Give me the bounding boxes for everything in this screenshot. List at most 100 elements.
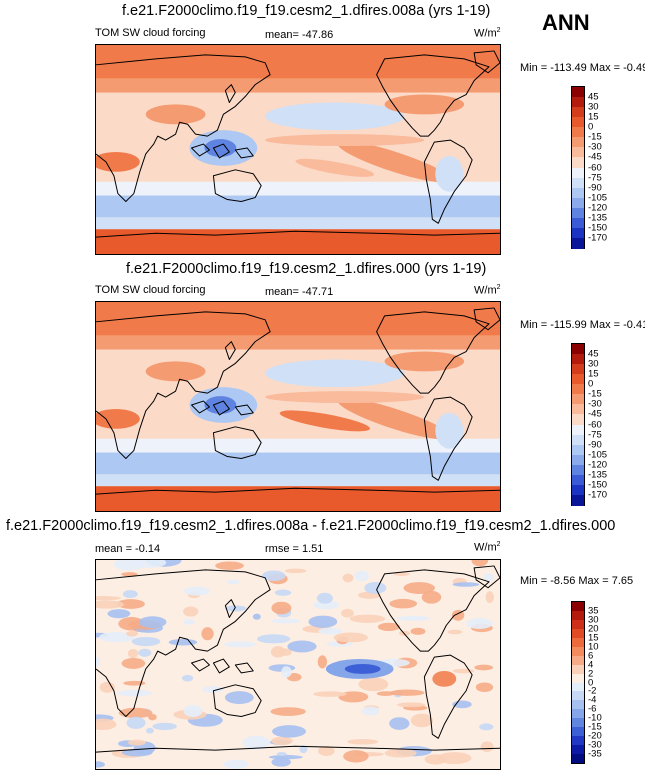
panel1-title: f.e21.F2000climo.f19_f19.cesm2_1.dfires.… (122, 3, 491, 19)
stratus-core (295, 158, 375, 177)
anomaly-patch (483, 573, 494, 582)
colorbar-label: -105 (588, 192, 608, 204)
anomaly-patch (126, 631, 139, 637)
colorbar-label: 6 (588, 650, 594, 662)
colorbar-swatch (572, 700, 584, 710)
colorbar-swatch (572, 673, 584, 683)
colorbar-swatch (572, 414, 584, 425)
colorbar-swatch (572, 736, 584, 746)
colorbar-label: -2 (588, 685, 597, 697)
anomaly-patch (268, 754, 303, 760)
anomaly-patch (168, 638, 198, 646)
panel3-map (95, 559, 501, 770)
colorbar-label: -35 (588, 748, 602, 760)
colorbar-label: -15 (588, 388, 602, 400)
colorbar-swatch (572, 454, 584, 466)
coastline (224, 84, 236, 103)
coastline (96, 745, 500, 753)
anomaly-patch (287, 640, 317, 653)
panel2-title: f.e21.F2000climo.f19_f19.cesm2_1.dfires.… (126, 261, 487, 277)
coastline (212, 169, 262, 202)
anomaly-patch (364, 581, 387, 594)
colorbar-swatch (572, 147, 584, 158)
colorbar-label: 15 (588, 368, 599, 380)
colorbar-label: -30 (588, 739, 602, 751)
colorbar-label: 15 (588, 111, 599, 123)
coastline (376, 54, 490, 137)
colorbar-swatch (572, 384, 584, 395)
anomaly-patch (397, 702, 426, 708)
anomaly-patch (272, 725, 307, 738)
coastline (473, 565, 500, 589)
anomaly-patch (202, 686, 224, 693)
anomaly-patch (347, 738, 379, 745)
units-exponent: 2 (496, 284, 501, 291)
anomaly-patch (474, 664, 494, 671)
anomaly-patch (107, 609, 131, 619)
colorbar-swatch (572, 602, 584, 612)
amazon-patch (435, 155, 464, 192)
anomaly-patch (224, 605, 247, 612)
panel3-mean: mean = -0.14 (95, 543, 161, 555)
colorbar-swatch (572, 207, 584, 219)
panel1-field-label: TOM SW cloud forcing (95, 27, 206, 39)
anomaly-patch (96, 761, 105, 768)
colorbar-label: -90 (588, 439, 602, 451)
negative-anomaly-core (344, 664, 381, 674)
colorbar-label: -105 (588, 449, 608, 461)
anomaly-patch (121, 748, 153, 757)
anomaly-patch (252, 613, 261, 620)
north-pacific-storm-track (265, 102, 405, 131)
colorbar-label: 30 (588, 358, 599, 370)
anomaly-patch (284, 568, 307, 574)
colorbar-swatch (572, 364, 584, 375)
anomaly-patch (128, 739, 146, 746)
colorbar-swatch (572, 344, 584, 355)
colorbar-swatch (572, 394, 584, 405)
colorbar-label: 15 (588, 632, 599, 644)
colorbar-swatch (572, 655, 584, 666)
colorbar-label: 20 (588, 623, 599, 635)
coastline (191, 143, 210, 157)
anomaly-patch (475, 682, 494, 693)
panel2-field-label: TOM SW cloud forcing (95, 284, 206, 296)
subpolar-band (96, 78, 500, 93)
anomaly-patch (116, 689, 153, 697)
coastline (234, 147, 254, 159)
colorbar-label: -120 (588, 202, 608, 214)
colorbar-swatch (572, 474, 584, 486)
anomaly-patch (312, 600, 340, 610)
anomaly-patch (148, 713, 157, 721)
anomaly-patch (396, 615, 431, 621)
coastline (96, 487, 500, 495)
colorbar-label: -45 (588, 151, 602, 163)
coastline (212, 658, 230, 674)
colorbar-swatch (572, 464, 584, 476)
southern-ocean-band (96, 195, 500, 218)
colorbar-swatch (572, 682, 584, 692)
anomaly-patch (317, 655, 328, 669)
map-plot (96, 302, 500, 511)
colorbar-label: -150 (588, 222, 608, 234)
colorbar-label: -15 (588, 721, 602, 733)
anomaly-patch (145, 727, 154, 734)
anomaly-patch (271, 618, 301, 624)
panel3-units: W/m2 (474, 541, 501, 554)
anomaly-patch (318, 745, 335, 757)
southern-ocean-band (96, 217, 500, 230)
anomaly-patch (361, 706, 380, 716)
asia-patch (145, 104, 206, 125)
colorbar-label: -170 (588, 489, 608, 501)
colorbar-swatch (572, 404, 584, 415)
anomaly-patch (299, 745, 308, 754)
colorbar-label: -4 (588, 694, 597, 706)
colorbar-swatch (572, 187, 584, 199)
coastline (191, 658, 210, 672)
units-text: W/m (474, 541, 497, 554)
colorbar-swatch (572, 227, 584, 239)
anomaly-patch (308, 615, 338, 628)
colorbar-label: 0 (588, 121, 594, 133)
colorbar-label: 35 (588, 605, 599, 617)
anomaly-patch (223, 759, 249, 769)
colorbar-swatch (572, 664, 584, 675)
